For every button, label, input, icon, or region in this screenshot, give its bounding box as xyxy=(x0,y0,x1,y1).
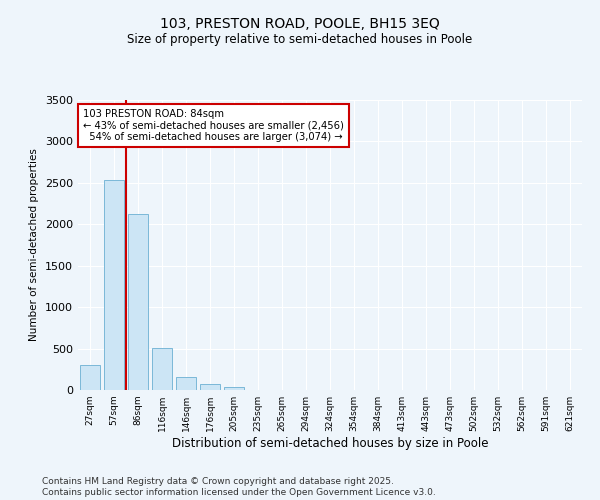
Y-axis label: Number of semi-detached properties: Number of semi-detached properties xyxy=(29,148,40,342)
Bar xyxy=(104,180,124,390)
X-axis label: Distribution of semi-detached houses by size in Poole: Distribution of semi-detached houses by … xyxy=(172,437,488,450)
Text: Size of property relative to semi-detached houses in Poole: Size of property relative to semi-detach… xyxy=(127,32,473,46)
Bar xyxy=(200,384,220,390)
Bar xyxy=(224,386,244,390)
Bar xyxy=(80,364,100,390)
Bar xyxy=(128,214,148,390)
Text: Contains HM Land Registry data © Crown copyright and database right 2025.
Contai: Contains HM Land Registry data © Crown c… xyxy=(42,478,436,497)
Text: 103 PRESTON ROAD: 84sqm
← 43% of semi-detached houses are smaller (2,456)
  54% : 103 PRESTON ROAD: 84sqm ← 43% of semi-de… xyxy=(83,108,344,142)
Bar xyxy=(152,348,172,390)
Bar xyxy=(176,377,196,390)
Text: 103, PRESTON ROAD, POOLE, BH15 3EQ: 103, PRESTON ROAD, POOLE, BH15 3EQ xyxy=(160,18,440,32)
